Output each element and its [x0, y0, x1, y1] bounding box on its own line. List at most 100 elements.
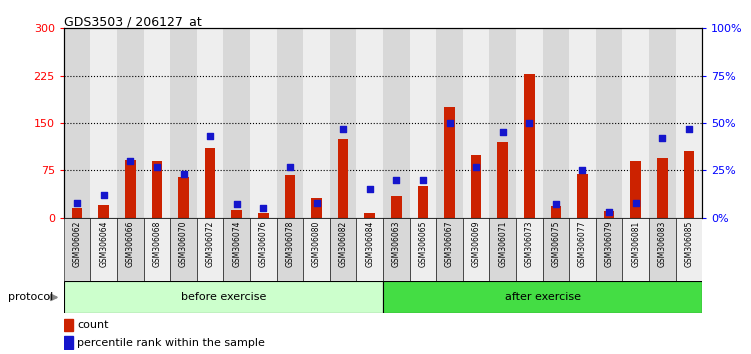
Bar [178, 177, 189, 218]
Bar [543, 218, 569, 281]
Point [470, 164, 482, 170]
Bar [463, 218, 490, 281]
Bar [649, 218, 676, 281]
Text: GSM306065: GSM306065 [418, 221, 427, 267]
Bar [224, 28, 250, 218]
Text: GSM306068: GSM306068 [152, 221, 161, 267]
Text: GSM306070: GSM306070 [179, 221, 188, 267]
Bar [90, 28, 117, 218]
Bar [497, 142, 508, 218]
Bar [231, 210, 242, 218]
Bar [285, 175, 295, 218]
Bar [224, 218, 250, 281]
Bar [64, 28, 90, 218]
Bar [276, 28, 303, 218]
Text: GSM306062: GSM306062 [73, 221, 82, 267]
Text: GSM306066: GSM306066 [126, 221, 135, 267]
Text: GSM306083: GSM306083 [658, 221, 667, 267]
Bar [250, 28, 276, 218]
Bar [409, 28, 436, 218]
Bar [330, 28, 357, 218]
Point [523, 120, 535, 126]
Point [417, 177, 429, 183]
Bar [436, 28, 463, 218]
Bar [409, 218, 436, 281]
Bar [357, 218, 383, 281]
Text: GSM306064: GSM306064 [99, 221, 108, 267]
Bar [578, 173, 588, 218]
Point [629, 200, 641, 205]
Bar [516, 218, 543, 281]
Bar [143, 218, 170, 281]
Text: GSM306080: GSM306080 [312, 221, 321, 267]
Bar [303, 28, 330, 218]
Point [337, 126, 349, 132]
Bar [436, 218, 463, 281]
Bar [338, 139, 348, 218]
Bar [596, 28, 623, 218]
Bar [383, 28, 409, 218]
Text: GSM306074: GSM306074 [232, 221, 241, 267]
Point [496, 130, 508, 135]
Text: GSM306067: GSM306067 [445, 221, 454, 267]
Point [98, 192, 110, 198]
Text: GSM306071: GSM306071 [498, 221, 507, 267]
Bar [524, 74, 535, 218]
Point [391, 177, 403, 183]
Bar [125, 160, 136, 218]
Bar [463, 28, 490, 218]
Bar [258, 213, 269, 218]
Bar [444, 107, 455, 218]
Point [177, 171, 189, 177]
Text: percentile rank within the sample: percentile rank within the sample [77, 338, 265, 348]
Text: GSM306063: GSM306063 [392, 221, 401, 267]
Text: GSM306076: GSM306076 [259, 221, 268, 267]
Bar [550, 206, 561, 218]
Bar [471, 155, 481, 218]
Text: count: count [77, 320, 109, 330]
Bar [676, 218, 702, 281]
Bar [630, 161, 641, 218]
Bar [170, 28, 197, 218]
Point [125, 158, 137, 164]
Bar [197, 218, 224, 281]
Text: before exercise: before exercise [181, 292, 266, 302]
Bar [569, 28, 596, 218]
Point [363, 187, 376, 192]
Text: GDS3503 / 206127_at: GDS3503 / 206127_at [64, 15, 201, 28]
Text: GSM306077: GSM306077 [578, 221, 587, 267]
Point [258, 205, 270, 211]
Bar [72, 208, 83, 218]
Bar [117, 28, 143, 218]
Text: GSM306079: GSM306079 [605, 221, 614, 267]
Point [550, 202, 562, 207]
Bar [683, 152, 694, 218]
Bar [364, 213, 375, 218]
Bar [383, 218, 409, 281]
Bar [623, 28, 649, 218]
Text: GSM306078: GSM306078 [285, 221, 294, 267]
Bar [357, 28, 383, 218]
Bar [197, 28, 224, 218]
Bar [205, 148, 216, 218]
Point [310, 200, 322, 205]
Text: GSM306082: GSM306082 [339, 221, 348, 267]
Bar [543, 28, 569, 218]
Point [231, 202, 243, 207]
Bar [596, 218, 623, 281]
Point [204, 133, 216, 139]
Bar [64, 319, 73, 331]
Text: GSM306073: GSM306073 [525, 221, 534, 267]
Bar [676, 28, 702, 218]
Point [656, 135, 668, 141]
Text: GSM306084: GSM306084 [365, 221, 374, 267]
Text: GSM306072: GSM306072 [206, 221, 215, 267]
Text: after exercise: after exercise [505, 292, 581, 302]
Bar [569, 218, 596, 281]
Bar [657, 158, 668, 218]
Bar [250, 218, 276, 281]
Point [603, 209, 615, 215]
Bar [90, 218, 117, 281]
Text: GSM306085: GSM306085 [684, 221, 693, 267]
Text: GSM306075: GSM306075 [551, 221, 560, 267]
